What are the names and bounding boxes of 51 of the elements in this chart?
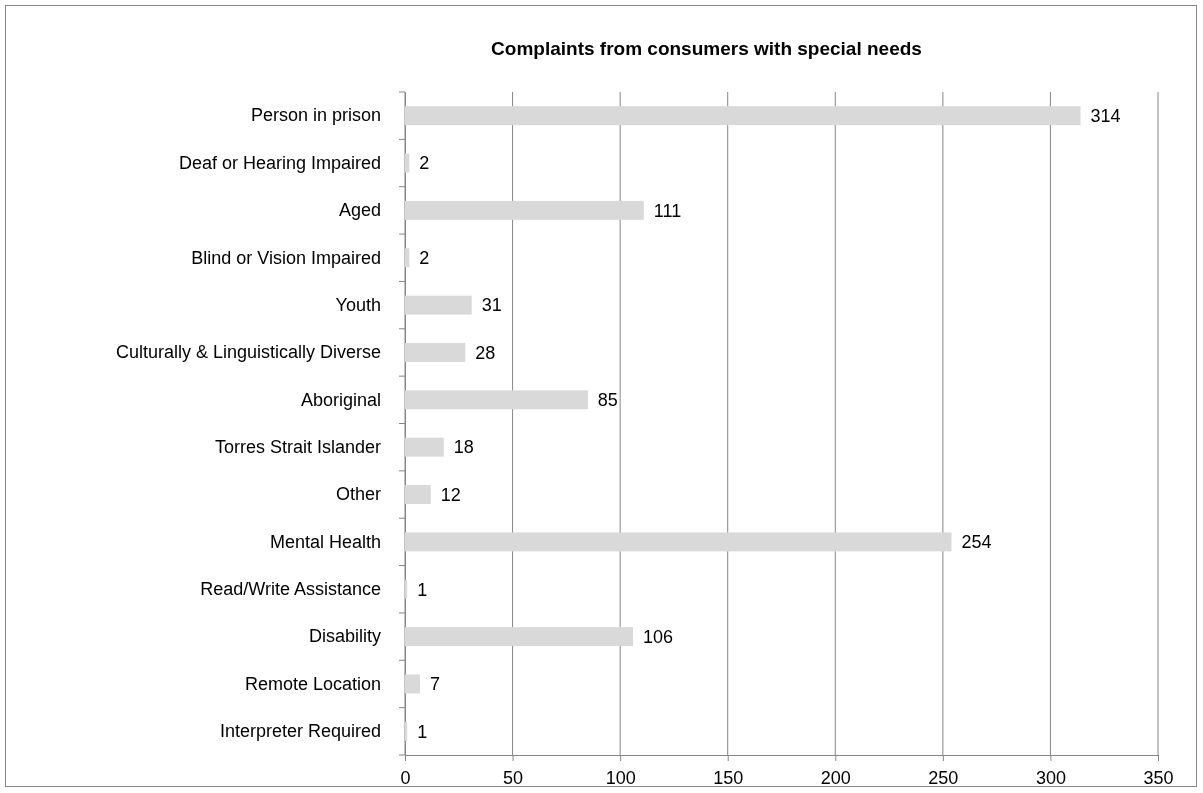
data-label: 85 [597, 390, 618, 411]
bar [405, 200, 644, 220]
x-tick-label: 200 [820, 767, 851, 788]
bar [405, 390, 588, 410]
y-tick-label: Other [335, 484, 381, 505]
data-label: 254 [961, 532, 992, 553]
bar [405, 248, 410, 268]
y-tick-label: Youth [335, 294, 381, 315]
x-tick-label: 50 [503, 767, 524, 788]
x-tick-label: 300 [1035, 767, 1066, 788]
data-label: 106 [643, 626, 674, 647]
y-tick-label: Culturally & Linguistically Diverse [115, 342, 381, 363]
data-label: 31 [481, 295, 502, 316]
data-label: 111 [653, 200, 682, 221]
y-tick-label: Blind or Vision Impaired [191, 247, 381, 268]
bar [405, 485, 431, 505]
data-label: 314 [1090, 105, 1121, 126]
y-tick-label: Disability [308, 626, 381, 647]
bar [405, 627, 634, 647]
y-tick-label: Aboriginal [300, 389, 381, 410]
data-label: 1 [417, 721, 428, 742]
data-label: 2 [419, 153, 430, 174]
x-tick-label: 100 [605, 767, 636, 788]
y-tick-label: Remote Location [244, 673, 381, 694]
y-tick-label: Deaf or Hearing Impaired [178, 152, 381, 173]
y-tick-label: Torres Strait Islander [214, 436, 381, 457]
data-label: 2 [419, 248, 430, 269]
x-tick-label: 250 [928, 767, 959, 788]
bar [405, 579, 408, 599]
bar [405, 295, 472, 315]
data-label: 18 [453, 437, 474, 458]
data-label: 7 [430, 674, 441, 695]
bar [405, 674, 421, 694]
y-tick-label: Read/Write Assistance [200, 579, 381, 600]
y-tick-label: Mental Health [269, 531, 381, 552]
bar [405, 437, 444, 457]
y-tick-label: Interpreter Required [219, 721, 381, 742]
y-tick-label: Aged [338, 200, 381, 221]
data-label: 12 [440, 484, 461, 505]
x-tick-label: 150 [713, 767, 744, 788]
y-tick-label: Person in prison [250, 105, 381, 126]
bar [405, 721, 408, 741]
bar [405, 342, 466, 362]
bar [405, 532, 952, 552]
data-label: 1 [417, 579, 428, 600]
x-tick-label: 350 [1143, 767, 1174, 788]
bar [405, 153, 410, 173]
bar [405, 106, 1081, 126]
data-label: 28 [475, 342, 496, 363]
chart-title: Complaints from consumers with special needs [491, 38, 922, 59]
x-tick-label: 0 [400, 767, 411, 788]
